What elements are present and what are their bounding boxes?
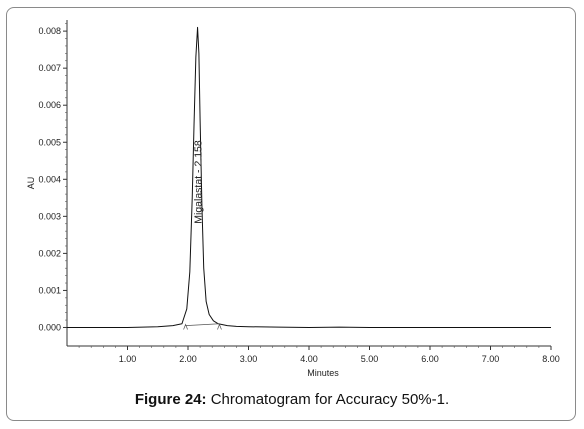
y-tick-label: 0.007 [38, 63, 61, 73]
figure-caption: Figure 24: Chromatogram for Accuracy 50%… [0, 391, 584, 408]
chromatogram-chart: 0.000 0.001 0.002 0.003 0.004 0.005 0.006 0.007… [26, 20, 560, 378]
y-tick-label: 0.006 [38, 100, 61, 110]
series-line-1 [67, 26, 551, 328]
x-tick-label: 2.00 [179, 354, 197, 364]
y-tick-label: 0.005 [38, 137, 61, 147]
x-axis-label: Minutes [307, 368, 339, 378]
y-tick-label: 0.002 [38, 248, 61, 258]
y-tick-label: 0.000 [38, 322, 61, 332]
caption-text: Chromatogram for Accuracy 50%-1. [210, 391, 450, 408]
x-tick-label: 7.00 [482, 354, 500, 364]
integration-tick [183, 323, 188, 330]
caption-label: Figure 24: [134, 391, 207, 408]
x-tick-label: 5.00 [361, 354, 379, 364]
x-axis-ticks: 1.00 2.00 3.00 4.00 5.00 6.00 7.00 8.00 [78, 346, 560, 364]
y-tick-label: 0.003 [38, 211, 61, 221]
x-tick-label: 6.00 [421, 354, 439, 364]
y-tick-label: 0.008 [38, 26, 61, 36]
figure-frame [6, 7, 576, 421]
x-tick-label: 3.00 [240, 354, 258, 364]
integration-tick [217, 323, 222, 330]
x-tick-label: 1.00 [119, 354, 137, 364]
chart-axes [66, 20, 551, 347]
y-axis-ticks: 0.000 0.001 0.002 0.003 0.004 0.005 0.006 0.007… [38, 23, 67, 332]
y-axis-label: AU [26, 177, 36, 190]
integration-baseline [185, 323, 220, 326]
series-group [67, 26, 551, 328]
integration-markers [183, 323, 222, 330]
x-tick-label: 8.00 [542, 354, 560, 364]
x-tick-label: 4.00 [300, 354, 318, 364]
y-tick-label: 0.001 [38, 285, 61, 295]
y-tick-label: 0.004 [38, 174, 61, 184]
peak-label: Migalastat - 2.158 [193, 140, 205, 224]
